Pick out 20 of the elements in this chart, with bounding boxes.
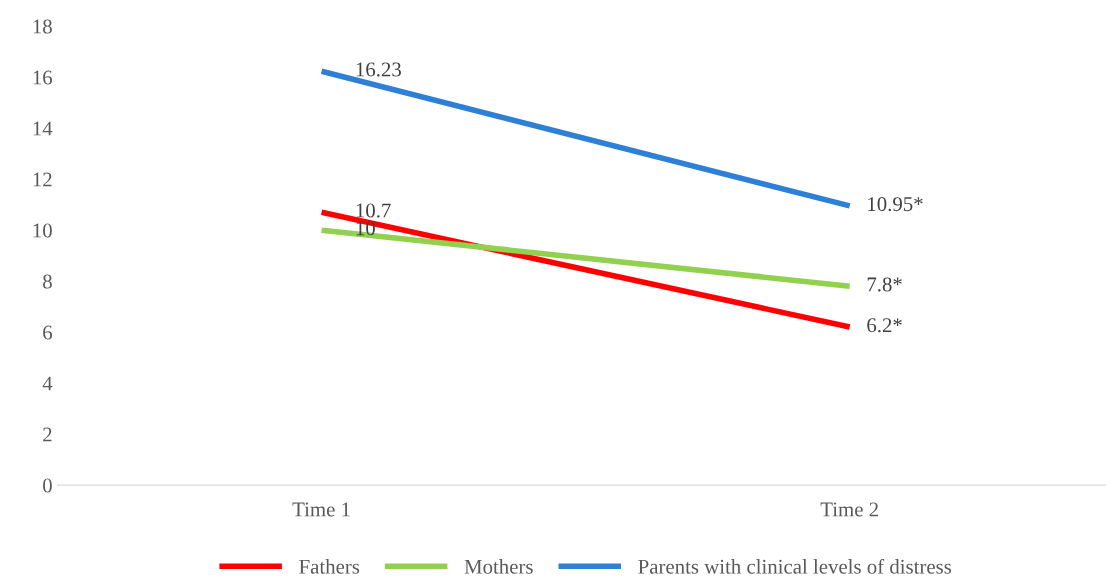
y-tick-label: 16 xyxy=(33,70,53,85)
legend-label: Mothers xyxy=(464,559,533,574)
y-tick-label: 2 xyxy=(43,427,52,442)
data-label: 10.7 xyxy=(356,203,391,218)
y-tick-label: 14 xyxy=(33,121,53,136)
y-tick-label: 18 xyxy=(33,19,52,34)
y-tick-label: 4 xyxy=(42,376,53,391)
y-tick-label: 10 xyxy=(33,223,52,238)
legend-label: Parents with clinical levels of distress xyxy=(638,558,952,574)
y-tick-label: 6 xyxy=(43,325,53,340)
x-tick-label: Time 1 xyxy=(292,502,350,517)
y-tick-label: 12 xyxy=(33,172,52,187)
data-label: 6.2* xyxy=(867,318,902,333)
data-label: 16.23 xyxy=(356,62,401,77)
legend-label: Fathers xyxy=(299,559,360,574)
data-label: 7.8* xyxy=(867,277,902,292)
data-label: 10.95* xyxy=(868,197,923,212)
y-tick-label: 0 xyxy=(43,478,52,493)
y-tick-label: 8 xyxy=(43,274,52,289)
x-tick-label: Time 2 xyxy=(820,502,878,517)
